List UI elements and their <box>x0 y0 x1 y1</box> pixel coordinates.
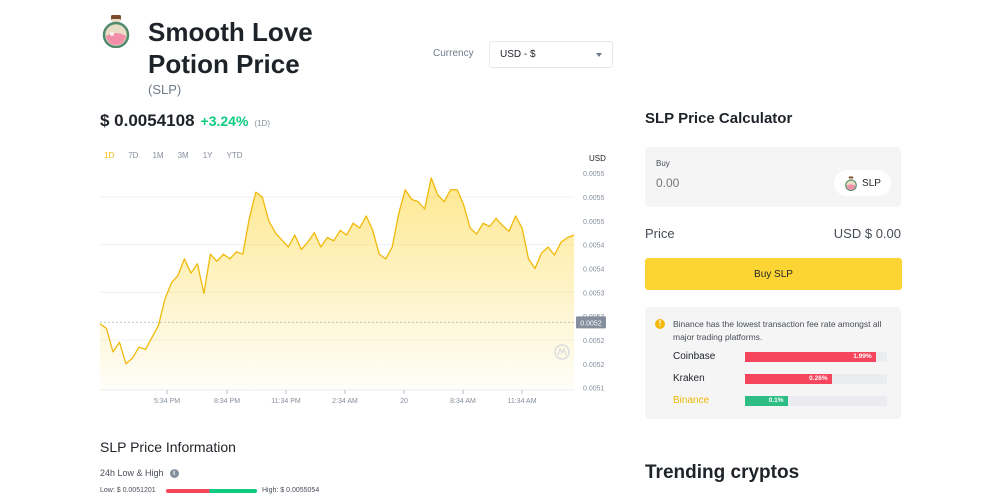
low-high-label-row: 24h Low & High i <box>100 468 179 478</box>
low-high-range-bar <box>166 489 257 493</box>
coin-symbol: (SLP) <box>148 82 182 97</box>
y-tick-label: 0.0053 <box>583 290 605 297</box>
slp-potion-icon <box>845 176 857 191</box>
range-tab-3m[interactable]: 3M <box>177 151 189 160</box>
chart-watermark-mark <box>557 347 567 356</box>
trending-title: Trending cryptos <box>645 462 800 483</box>
y-tick-label: 0.0055 <box>583 219 605 226</box>
y-tick-label: 0.0055 <box>583 171 605 178</box>
low-high-label: 24h Low & High <box>100 468 164 478</box>
fee-exchange-name: Binance <box>673 395 710 406</box>
x-tick-label: 8:34 AM <box>450 398 476 405</box>
range-tab-ytd[interactable]: YTD <box>226 151 243 160</box>
fee-row-kraken: Kraken 0.26% <box>673 373 888 385</box>
change-period: (1D) <box>254 119 270 128</box>
buy-amount-input[interactable] <box>656 176 806 190</box>
fee-row-coinbase: Coinbase 1.99% <box>673 351 888 363</box>
y-tick-label: 0.0052 <box>583 362 605 369</box>
current-price-marker <box>576 316 606 329</box>
x-tick-label: 20 <box>400 398 408 405</box>
x-tick-label: 8:34 PM <box>214 398 240 405</box>
price-row: $ 0.0054108 +3.24% (1D) <box>100 111 270 131</box>
x-tick-label: 5:34 PM <box>154 398 180 405</box>
y-tick-label: 0.0052 <box>583 338 605 345</box>
fee-note: Binance has the lowest transaction fee r… <box>673 319 882 342</box>
price-info-title: SLP Price Information <box>100 439 236 455</box>
fee-bar-fill: 1.99% <box>745 352 876 362</box>
currency-label: Currency <box>433 48 474 59</box>
warning-icon: ! <box>655 319 665 329</box>
calc-price-value: USD $ 0.00 <box>833 226 901 241</box>
currency-selected-value: USD - $ <box>500 49 536 60</box>
fee-bar-track: 1.99% <box>745 352 887 362</box>
buy-amount-box: Buy SLP <box>645 147 901 207</box>
y-tick-label: 0.0054 <box>583 266 605 273</box>
chart-unit-label: USD <box>589 154 606 163</box>
range-tab-7d[interactable]: 7D <box>128 151 139 160</box>
x-tick-label: 11:34 AM <box>507 398 536 405</box>
price-chart[interactable]: 0.0055 0.0055 0.0055 0.0054 0.0054 0.0053 0.00… <box>0 0 620 420</box>
y-tick-label: 0.0054 <box>583 243 605 250</box>
range-tab-1d[interactable]: 1D <box>104 151 115 160</box>
chart-watermark-icon <box>554 344 570 360</box>
currency-select[interactable]: USD - $ <box>489 41 613 68</box>
token-select[interactable]: SLP <box>834 170 891 196</box>
price-change: +3.24% <box>200 113 249 129</box>
fee-bar-fill: 0.1% <box>745 396 788 406</box>
x-tick-label: 2:34 AM <box>332 398 358 405</box>
slp-potion-logo-icon <box>102 15 130 48</box>
page-title: Smooth Love Potion Price <box>148 17 313 79</box>
calc-price-label: Price <box>645 226 675 241</box>
chevron-down-icon <box>596 52 602 57</box>
fee-bar-fill: 0.26% <box>745 374 832 384</box>
fee-exchange-name: Kraken <box>673 373 705 384</box>
y-tick-label: 0.0055 <box>583 195 605 202</box>
time-range-tabs: 1D 7D 1M 3M 1Y YTD <box>104 151 257 160</box>
fee-comparison-box: ! Binance has the lowest transaction fee… <box>645 307 901 419</box>
info-icon[interactable]: i <box>169 468 179 478</box>
price-line <box>99 177 575 365</box>
token-symbol: SLP <box>862 177 881 189</box>
price-area <box>100 177 574 390</box>
calculator-title: SLP Price Calculator <box>645 110 793 127</box>
fee-bar-track: 0.1% <box>745 396 887 406</box>
fee-exchange-name: Coinbase <box>673 351 716 362</box>
buy-slp-button[interactable]: Buy SLP <box>645 258 902 290</box>
current-price-marker-label: 0.0052 <box>580 320 602 327</box>
range-tab-1y[interactable]: 1Y <box>202 151 213 160</box>
buy-label: Buy <box>656 159 670 168</box>
fee-bar-track: 0.26% <box>745 374 887 384</box>
fee-row-binance: Binance 0.1% <box>673 395 888 407</box>
high-value: High: $ 0.0055054 <box>262 487 320 494</box>
range-tab-1m[interactable]: 1M <box>152 151 164 160</box>
low-value: Low: $ 0.0051201 <box>100 487 156 494</box>
y-tick-label: 0.0051 <box>583 386 605 393</box>
x-tick-label: 11:34 PM <box>271 398 301 405</box>
current-price: $ 0.0054108 <box>100 111 195 130</box>
